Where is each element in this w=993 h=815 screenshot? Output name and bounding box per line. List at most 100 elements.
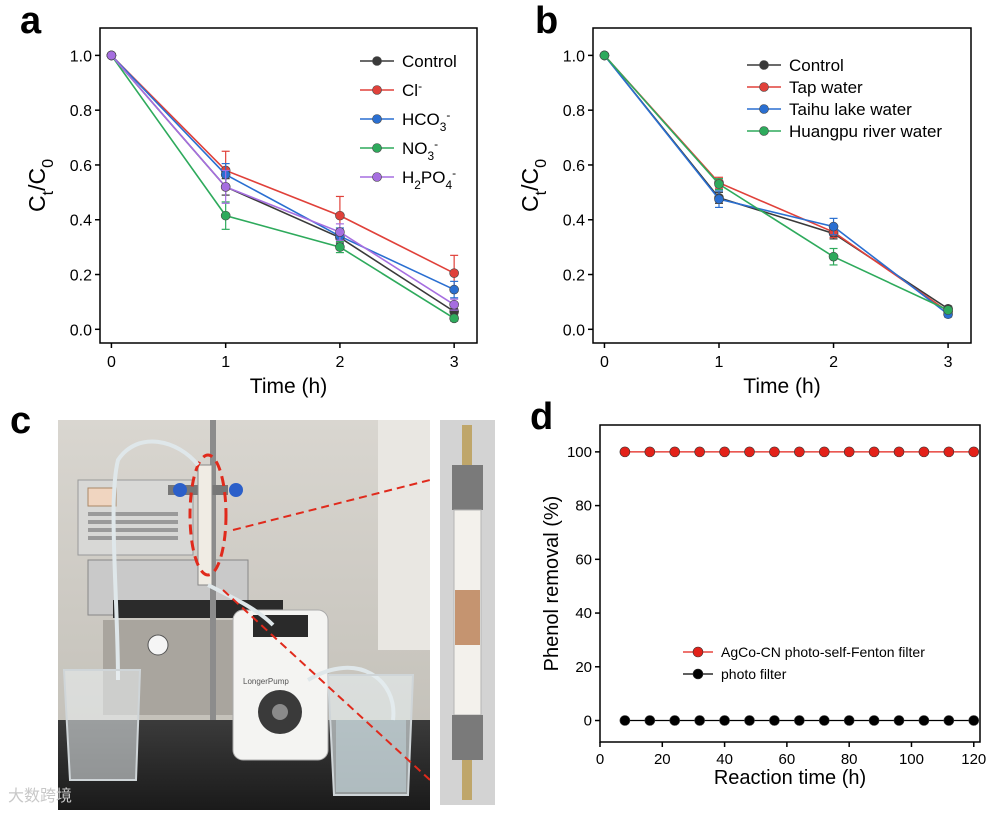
data-point	[106, 50, 117, 61]
data-point	[893, 715, 905, 726]
column-top-fitting	[452, 465, 483, 510]
legend-entry: Cl-	[360, 79, 422, 100]
data-point	[335, 242, 345, 252]
legend: Control Tap water Taihu lake water Huangpu …	[747, 56, 942, 141]
y-tick-label: 0.8	[563, 103, 585, 120]
data-point	[943, 305, 953, 315]
x-tick-label: 80	[841, 751, 858, 768]
x-axis-label: Time (h)	[250, 375, 327, 398]
svg-text:H2PO4-: H2PO4-	[402, 166, 456, 192]
y-axis-label: Ct/C0	[517, 159, 550, 212]
x-tick-label: 20	[654, 751, 671, 768]
data-point	[619, 715, 631, 726]
data-point	[449, 284, 459, 295]
data-point	[644, 715, 656, 726]
y-tick-label: 1.0	[70, 48, 92, 65]
x-tick-label: 2	[829, 354, 838, 371]
data-point	[818, 446, 830, 458]
data-point	[868, 715, 880, 726]
callout-line-bottom	[222, 589, 430, 781]
data-point	[694, 715, 705, 726]
y-tick-label: 80	[575, 498, 592, 515]
data-point	[769, 715, 780, 726]
x-tick-label: 2	[335, 354, 344, 371]
svg-text:Cl-: Cl-	[402, 79, 422, 100]
data-point	[335, 227, 345, 237]
svg-text:HCO3-: HCO3-	[402, 108, 450, 134]
column-clamp	[168, 464, 243, 586]
filter-column-photo	[440, 420, 495, 805]
chart-d: 0 20 40 60 80 100 120 0 20 40 60 80 100 Reaction time…	[541, 424, 986, 789]
series-line	[110, 54, 455, 306]
svg-text:photo filter: photo filter	[721, 666, 787, 682]
legend-entry: photo filter	[683, 666, 787, 682]
data-point	[644, 446, 656, 458]
x-axis-label: Time (h)	[743, 375, 820, 398]
legend-entry: Huangpu river water	[747, 122, 942, 141]
photo-wall-panel	[378, 420, 430, 650]
data-point	[694, 446, 705, 458]
data-point	[943, 446, 955, 458]
data-point	[794, 446, 805, 458]
y-tick-label: 60	[575, 551, 592, 568]
x-tick-label: 60	[779, 751, 796, 768]
y-tick-label: 0.8	[70, 103, 92, 120]
chart-a: 0 1 2 3 0.0 0.2 0.4 0.6 0.8 1.0 Time (h) Ct/C0 Contr…	[24, 27, 478, 398]
x-tick-label: 0	[107, 354, 116, 371]
data-point	[918, 715, 930, 726]
beaker-right	[326, 674, 415, 796]
data-point	[220, 182, 231, 192]
data-point	[968, 446, 980, 458]
data-point	[769, 446, 780, 458]
y-tick-label: 0.2	[70, 268, 92, 285]
panel-letter-d: d	[530, 396, 554, 438]
callout-line-top	[232, 479, 430, 531]
y-tick-label: 0.6	[563, 158, 585, 175]
catalyst-layer	[455, 590, 480, 645]
svg-text:Tap water: Tap water	[789, 78, 863, 97]
y-tick-label: 40	[575, 605, 592, 622]
x-tick-label: 40	[716, 751, 733, 768]
series-line	[603, 54, 949, 313]
x-tick-label: 0	[596, 751, 604, 768]
y-axis-label: Phenol removal (%)	[541, 496, 563, 672]
data-point	[599, 50, 610, 61]
data-point	[744, 715, 755, 726]
legend-entry: Tap water	[747, 78, 863, 97]
x-tick-label: 100	[899, 751, 924, 768]
data-point	[719, 446, 730, 458]
data-point	[335, 210, 345, 221]
data-point	[714, 194, 724, 204]
series-line	[603, 54, 949, 311]
data-point	[794, 715, 805, 726]
data-point	[828, 221, 839, 232]
svg-text:Control: Control	[402, 52, 457, 71]
x-tick-label: 1	[715, 354, 724, 371]
legend: Control Cl- HCO3- NO3- H2PO4-	[360, 52, 457, 192]
data-point	[818, 715, 830, 726]
peristaltic-pump: LongerPump	[232, 609, 329, 761]
data-point	[943, 715, 955, 726]
y-axis-label: Ct/C0	[24, 159, 57, 212]
tubing-left	[111, 439, 200, 681]
data-point	[669, 446, 681, 458]
svg-text:Huangpu river water: Huangpu river water	[789, 122, 942, 141]
data-point	[449, 268, 459, 278]
data-point	[714, 179, 724, 189]
legend-entry: H2PO4-	[360, 166, 456, 192]
panel-letter-a: a	[20, 0, 42, 42]
column-bottom-fitting	[452, 715, 483, 760]
data-point	[220, 210, 231, 221]
series-line	[603, 54, 949, 315]
data-point	[449, 299, 459, 310]
svg-text:Control: Control	[789, 56, 844, 75]
data-point	[843, 446, 855, 458]
x-tick-label: 1	[221, 354, 230, 371]
svg-text:NO3-: NO3-	[402, 137, 438, 163]
x-tick-label: 3	[944, 354, 953, 371]
svg-text:AgCo-CN photo-self-Fenton filt: AgCo-CN photo-self-Fenton filter	[721, 644, 925, 660]
data-point	[669, 715, 681, 726]
data-point	[843, 715, 855, 726]
y-tick-label: 20	[575, 659, 592, 676]
panel-letter-b: b	[535, 0, 559, 42]
